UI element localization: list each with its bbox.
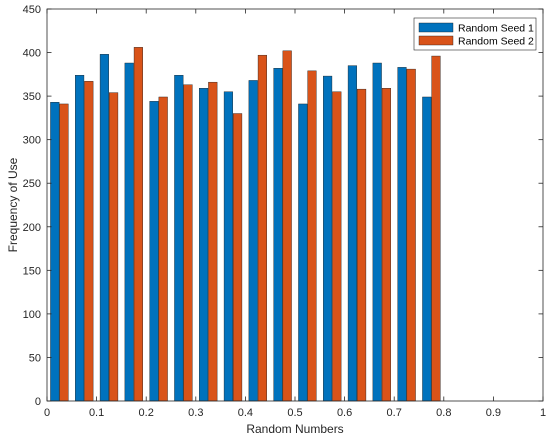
x-tick-label: 0.1 (89, 407, 104, 419)
bar-seed-2-4 (133, 47, 143, 402)
bar-seed-2-15 (406, 68, 416, 402)
bar-seed-2-3 (109, 92, 119, 402)
x-tick-label: 0 (44, 407, 50, 419)
bar-seed-2-9 (257, 54, 267, 402)
y-tick-label: 250 (23, 178, 41, 190)
bars-layer (50, 47, 441, 402)
legend: Random Seed 1 Random Seed 2 (413, 17, 537, 51)
bar-seed-1-6 (174, 74, 184, 402)
bar-seed-1-15 (397, 67, 407, 402)
plot-area-frame (46, 8, 544, 402)
x-tick-label: 0.2 (139, 407, 154, 419)
bar-seed-1-13 (347, 65, 357, 402)
x-tick-label: 1 (540, 407, 546, 419)
bar-seed-2-2 (84, 81, 94, 402)
x-tick-label: 0.7 (387, 407, 402, 419)
bar-seed-1-11 (298, 103, 308, 402)
bar-seed-2-10 (282, 50, 292, 402)
bar-seed-2-11 (307, 70, 317, 402)
bar-seed-2-5 (158, 96, 168, 402)
bar-seed-2-8 (233, 113, 243, 402)
legend-label-seed-2: Random Seed 2 (458, 36, 534, 48)
bar-seed-2-6 (183, 84, 193, 402)
bar-seed-1-12 (323, 75, 333, 402)
bar-seed-1-5 (149, 101, 159, 402)
bar-seed-1-7 (199, 88, 209, 402)
bar-seed-1-14 (372, 62, 382, 402)
y-tick-label: 50 (29, 352, 41, 364)
y-tick-label: 150 (23, 265, 41, 277)
y-tick-label: 350 (23, 91, 41, 103)
bar-seed-1-2 (75, 74, 85, 402)
y-tick-label: 0 (35, 396, 41, 408)
x-axis-label: Random Numbers (246, 422, 343, 436)
bar-seed-1-3 (99, 54, 109, 402)
bar-seed-2-14 (381, 88, 391, 402)
bar-seed-2-1 (59, 103, 69, 402)
bar-seed-2-13 (357, 88, 367, 402)
x-tick-label: 0.4 (238, 407, 253, 419)
x-tick-label: 0.3 (188, 407, 203, 419)
x-tick-label: 0.8 (436, 407, 451, 419)
bar-seed-1-4 (124, 62, 134, 402)
bar-seed-1-9 (248, 80, 258, 402)
bar-seed-2-12 (332, 91, 342, 402)
x-tick-label: 0.5 (287, 407, 302, 419)
bar-seed-1-1 (50, 102, 60, 402)
y-tick-label: 100 (23, 309, 41, 321)
bar-seed-2-7 (208, 81, 218, 402)
bar-seed-1-16 (422, 96, 432, 402)
y-tick-label: 400 (23, 48, 41, 60)
y-axis-label: Frequency of Use (6, 157, 20, 252)
y-tick-label: 450 (23, 4, 41, 16)
legend-label-seed-1: Random Seed 1 (458, 23, 534, 35)
bar-seed-1-10 (273, 68, 283, 402)
y-tick-label: 200 (23, 222, 41, 234)
bar-seed-2-16 (431, 55, 441, 402)
legend-swatch-seed-1 (418, 22, 454, 33)
x-tick-label: 0.6 (337, 407, 352, 419)
legend-swatch-seed-2 (418, 35, 454, 46)
y-tick-label: 300 (23, 135, 41, 147)
ticks-layer: 0 0.1 0.2 0.3 0.4 0.5 0.6 0.7 0.8 0.9 1 0 50 100 150 20… (23, 4, 546, 419)
x-tick-label: 0.9 (486, 407, 501, 419)
bar-seed-1-8 (223, 91, 233, 402)
